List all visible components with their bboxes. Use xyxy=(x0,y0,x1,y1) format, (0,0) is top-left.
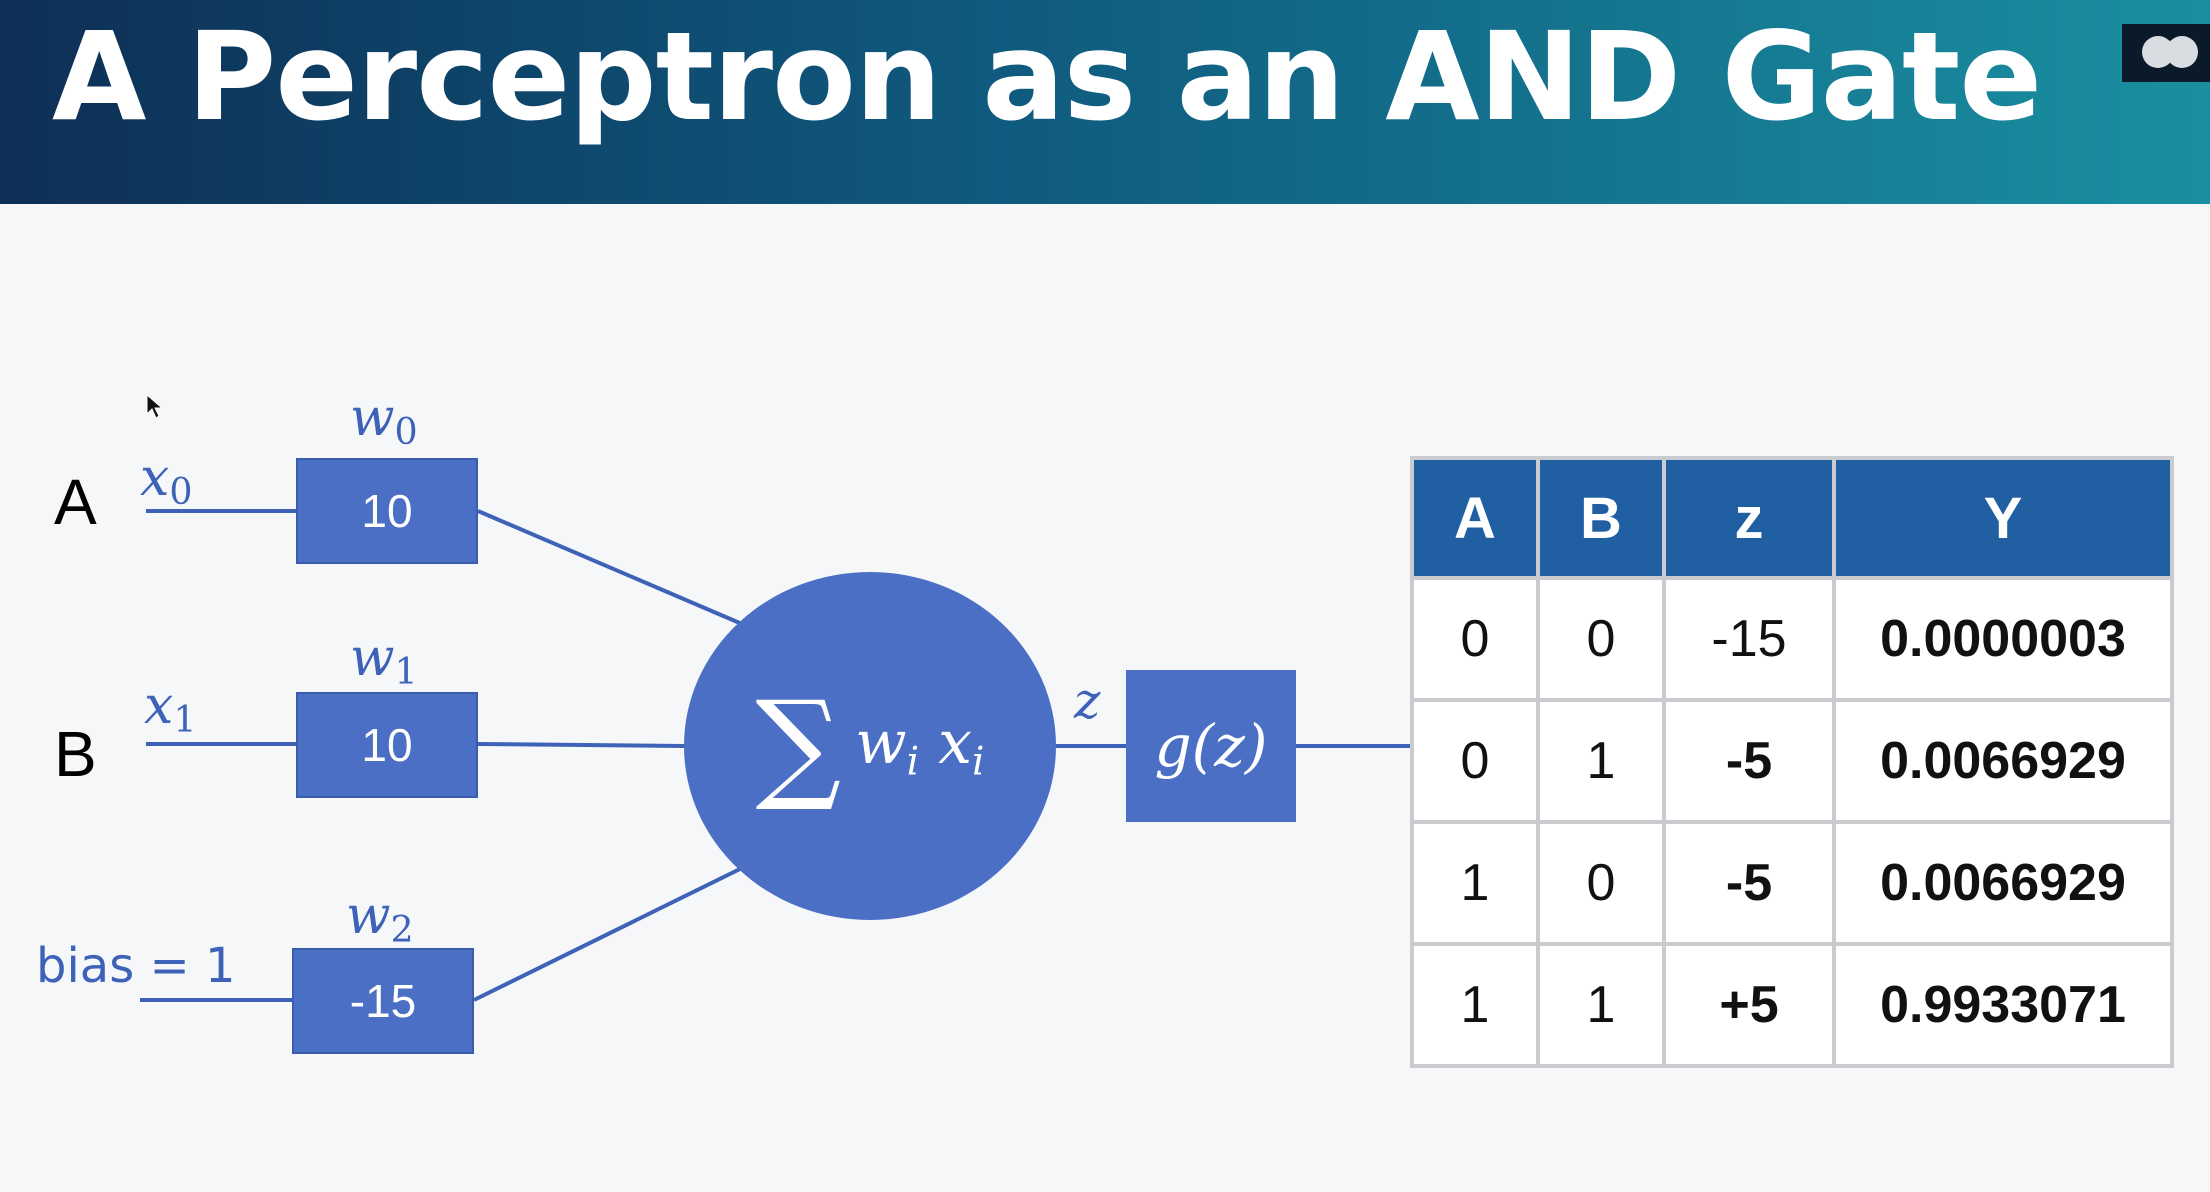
column-header-y: Y xyxy=(1832,456,2174,580)
title-banner: A Perceptron as an AND Gate xyxy=(0,0,2210,204)
cell-z: -5 xyxy=(1662,820,1836,946)
cell-b: 1 xyxy=(1536,942,1666,1068)
w2-to-sum-line xyxy=(473,866,743,1002)
cell-b: 0 xyxy=(1536,576,1666,702)
cell-a: 0 xyxy=(1410,576,1540,702)
slide-title: A Perceptron as an AND Gate xyxy=(52,6,2042,148)
node-b-label: B xyxy=(54,718,97,790)
z-label: z xyxy=(1074,672,1101,730)
summation-term: wi xi xyxy=(855,707,985,785)
table-row: 1 0 -5 0.0066929 xyxy=(1410,820,2174,946)
x0-label: x0 xyxy=(140,448,193,514)
column-header-b: B xyxy=(1536,456,1666,580)
cell-y: 0.0000003 xyxy=(1832,576,2174,702)
cell-a: 1 xyxy=(1410,942,1540,1068)
weight-box-w1: 10 xyxy=(296,692,478,798)
cell-a: 0 xyxy=(1410,698,1540,824)
w0-to-sum-line xyxy=(477,509,743,626)
mouse-cursor-icon xyxy=(146,394,164,419)
cell-b: 1 xyxy=(1536,698,1666,824)
weight-box-w2: -15 xyxy=(292,948,474,1054)
table-row: 0 1 -5 0.0066929 xyxy=(1410,698,2174,824)
cell-z: -15 xyxy=(1662,576,1836,702)
activation-node: g(z) xyxy=(1126,670,1296,822)
cell-a: 1 xyxy=(1410,820,1540,946)
truth-table: A B z Y 0 0 -15 0.0000003 0 1 -5 0.00669… xyxy=(1410,456,2174,1068)
cell-b: 0 xyxy=(1536,820,1666,946)
w0-label: w0 xyxy=(350,388,418,454)
column-header-z: z xyxy=(1662,456,1836,580)
table-row: 0 0 -15 0.0000003 xyxy=(1410,576,2174,702)
summation-node: ∑ wi xi xyxy=(684,572,1056,920)
w2-label: w2 xyxy=(346,886,414,952)
cell-y: 0.0066929 xyxy=(1832,820,2174,946)
w1-label: w1 xyxy=(350,628,418,694)
sigma-symbol: ∑ xyxy=(755,676,842,815)
weight-box-w0: 10 xyxy=(296,458,478,564)
column-header-a: A xyxy=(1410,456,1540,580)
table-row: 1 1 +5 0.9933071 xyxy=(1410,942,2174,1068)
x1-label: x1 xyxy=(144,676,197,742)
avatar-icon xyxy=(2166,36,2198,68)
cell-z: +5 xyxy=(1662,942,1836,1068)
node-a-label: A xyxy=(54,466,97,538)
cell-y: 0.0066929 xyxy=(1832,698,2174,824)
bias-label: bias = 1 xyxy=(36,938,236,994)
cell-z: -5 xyxy=(1662,698,1836,824)
cell-y: 0.9933071 xyxy=(1832,942,2174,1068)
table-header-row: A B z Y xyxy=(1410,456,2174,580)
video-overlay xyxy=(2122,24,2210,82)
w1-to-sum-line xyxy=(477,742,685,748)
